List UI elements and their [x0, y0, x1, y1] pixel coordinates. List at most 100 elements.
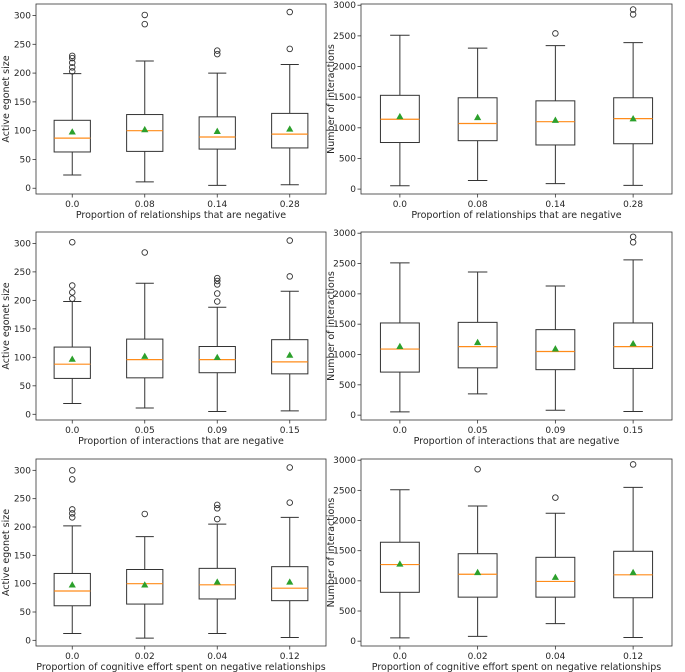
subplot-p00: 0 50 100 150 200 250 300 0.0 0.08 0.14 0.28Proport…: [1, 3, 327, 221]
mean-marker: [551, 573, 559, 580]
x-tick-label: 0.15: [280, 426, 300, 436]
mean-marker: [551, 345, 559, 352]
outlier-point: [213, 50, 221, 58]
mean-marker: [68, 128, 76, 135]
y-tick-label: 250: [14, 40, 31, 50]
y-tick-label: 1000: [333, 351, 356, 361]
mean-marker: [629, 339, 637, 347]
iqr-box: [126, 338, 164, 379]
x-tick-label: 0.0: [393, 426, 408, 436]
outlier-point: [213, 501, 221, 509]
x-tick-label: 0.28: [623, 200, 643, 210]
outlier-point: [68, 510, 76, 517]
iqr-box: [535, 329, 576, 371]
x-tick-label: 0.28: [280, 200, 300, 210]
iqr-box: [198, 116, 236, 150]
outlier-point: [286, 8, 294, 16]
y-tick-label: 2000: [333, 63, 356, 73]
y-tick-label: 2500: [333, 260, 356, 270]
box-0.02: [126, 510, 164, 639]
y-tick-label: 50: [20, 382, 32, 392]
y-tick-label: 3000: [333, 1, 356, 11]
iqr-box: [53, 572, 91, 607]
x-tick-label: 0.15: [623, 426, 643, 436]
mean-marker: [68, 581, 76, 588]
mean-marker: [213, 353, 221, 361]
x-axis-title: Proportion of cognitive effort spent on …: [372, 662, 661, 672]
y-tick-label: 1000: [333, 124, 356, 134]
x-axis-title: Proportion of relationships that are neg…: [76, 210, 286, 221]
x-axis-title: Proportion of relationships that are neg…: [411, 210, 621, 221]
outlier-point: [286, 499, 294, 506]
x-tick-label: 0.0: [65, 426, 80, 436]
y-tick-label: 2500: [333, 486, 356, 496]
outlier-point: [141, 11, 148, 19]
mean-marker: [551, 116, 559, 123]
outlier-point: [68, 295, 76, 302]
y-tick-label: 150: [14, 325, 31, 335]
outlier-point: [213, 277, 221, 285]
x-tick-label: 0.04: [545, 652, 565, 662]
y-tick-label: 3000: [333, 229, 356, 239]
x-tick-label: 0.14: [545, 200, 565, 210]
y-axis-title: Number of interactions: [326, 271, 337, 381]
outlier-point: [213, 281, 221, 288]
mean-marker: [141, 352, 149, 359]
iqr-box: [535, 100, 576, 146]
iqr-box: [535, 556, 576, 598]
y-tick-label: 300: [14, 12, 31, 22]
y-axis-title: Active egonet size: [1, 509, 12, 596]
outlier-point: [68, 59, 76, 66]
x-tick-label: 0.0: [65, 200, 80, 210]
y-tick-label: 2500: [333, 32, 356, 42]
outlier-point: [286, 273, 294, 280]
box-0.15: [271, 237, 309, 412]
outlier-point: [629, 233, 637, 241]
y-tick-label: 500: [339, 154, 356, 164]
y-tick-label: 50: [20, 155, 32, 165]
plot-frame: [35, 458, 327, 647]
y-tick-label: 50: [20, 608, 32, 618]
mean-marker: [213, 578, 221, 585]
x-tick-label: 0.14: [207, 200, 227, 210]
x-axis-title: Proportion of interactions that are nega…: [78, 436, 284, 447]
y-tick-label: 3000: [333, 456, 356, 466]
x-axis-title: Proportion of interactions that are nega…: [414, 436, 620, 447]
outlier-point: [68, 64, 76, 71]
mean-marker: [286, 351, 294, 358]
subplot-p01: 0 500 1000 1500 2000 2500 3000 0.0 0.08 0.14 0.28P…: [326, 1, 673, 221]
y-tick-label: 150: [14, 98, 31, 108]
outlier-point: [68, 239, 76, 246]
mean-marker: [396, 112, 404, 120]
box-0.02: [457, 466, 498, 637]
x-tick-label: 0.02: [135, 652, 155, 662]
outlier-point: [141, 249, 148, 256]
mean-marker: [286, 125, 294, 132]
iqr-box: [379, 541, 420, 593]
y-tick-label: 200: [14, 296, 31, 306]
x-tick-label: 0.08: [135, 200, 155, 210]
box-0.04: [535, 494, 576, 625]
box-0.05: [457, 271, 498, 395]
iqr-box: [271, 339, 309, 375]
x-tick-label: 0.04: [207, 652, 227, 662]
mean-marker: [474, 338, 482, 346]
y-tick-label: 200: [14, 523, 31, 533]
mean-marker: [396, 560, 404, 567]
outlier-point: [68, 68, 76, 75]
outlier-point: [213, 290, 221, 297]
outlier-point: [68, 289, 76, 296]
outlier-point: [629, 239, 637, 246]
box-0.04: [198, 501, 236, 635]
y-tick-label: 1500: [333, 547, 356, 557]
box-0.0: [53, 239, 91, 404]
mean-marker: [396, 342, 404, 350]
y-tick-label: 2000: [333, 517, 356, 527]
y-tick-label: 1000: [333, 577, 356, 587]
subplot-p21: 0 500 1000 1500 2000 2500 3000 0.0 0.02 0.04 0.12P…: [326, 456, 673, 672]
box-0.0: [379, 34, 420, 187]
outlier-point: [213, 298, 221, 305]
y-axis-title: Number of interactions: [326, 44, 337, 154]
y-tick-label: 100: [14, 127, 31, 137]
y-tick-label: 250: [14, 268, 31, 278]
